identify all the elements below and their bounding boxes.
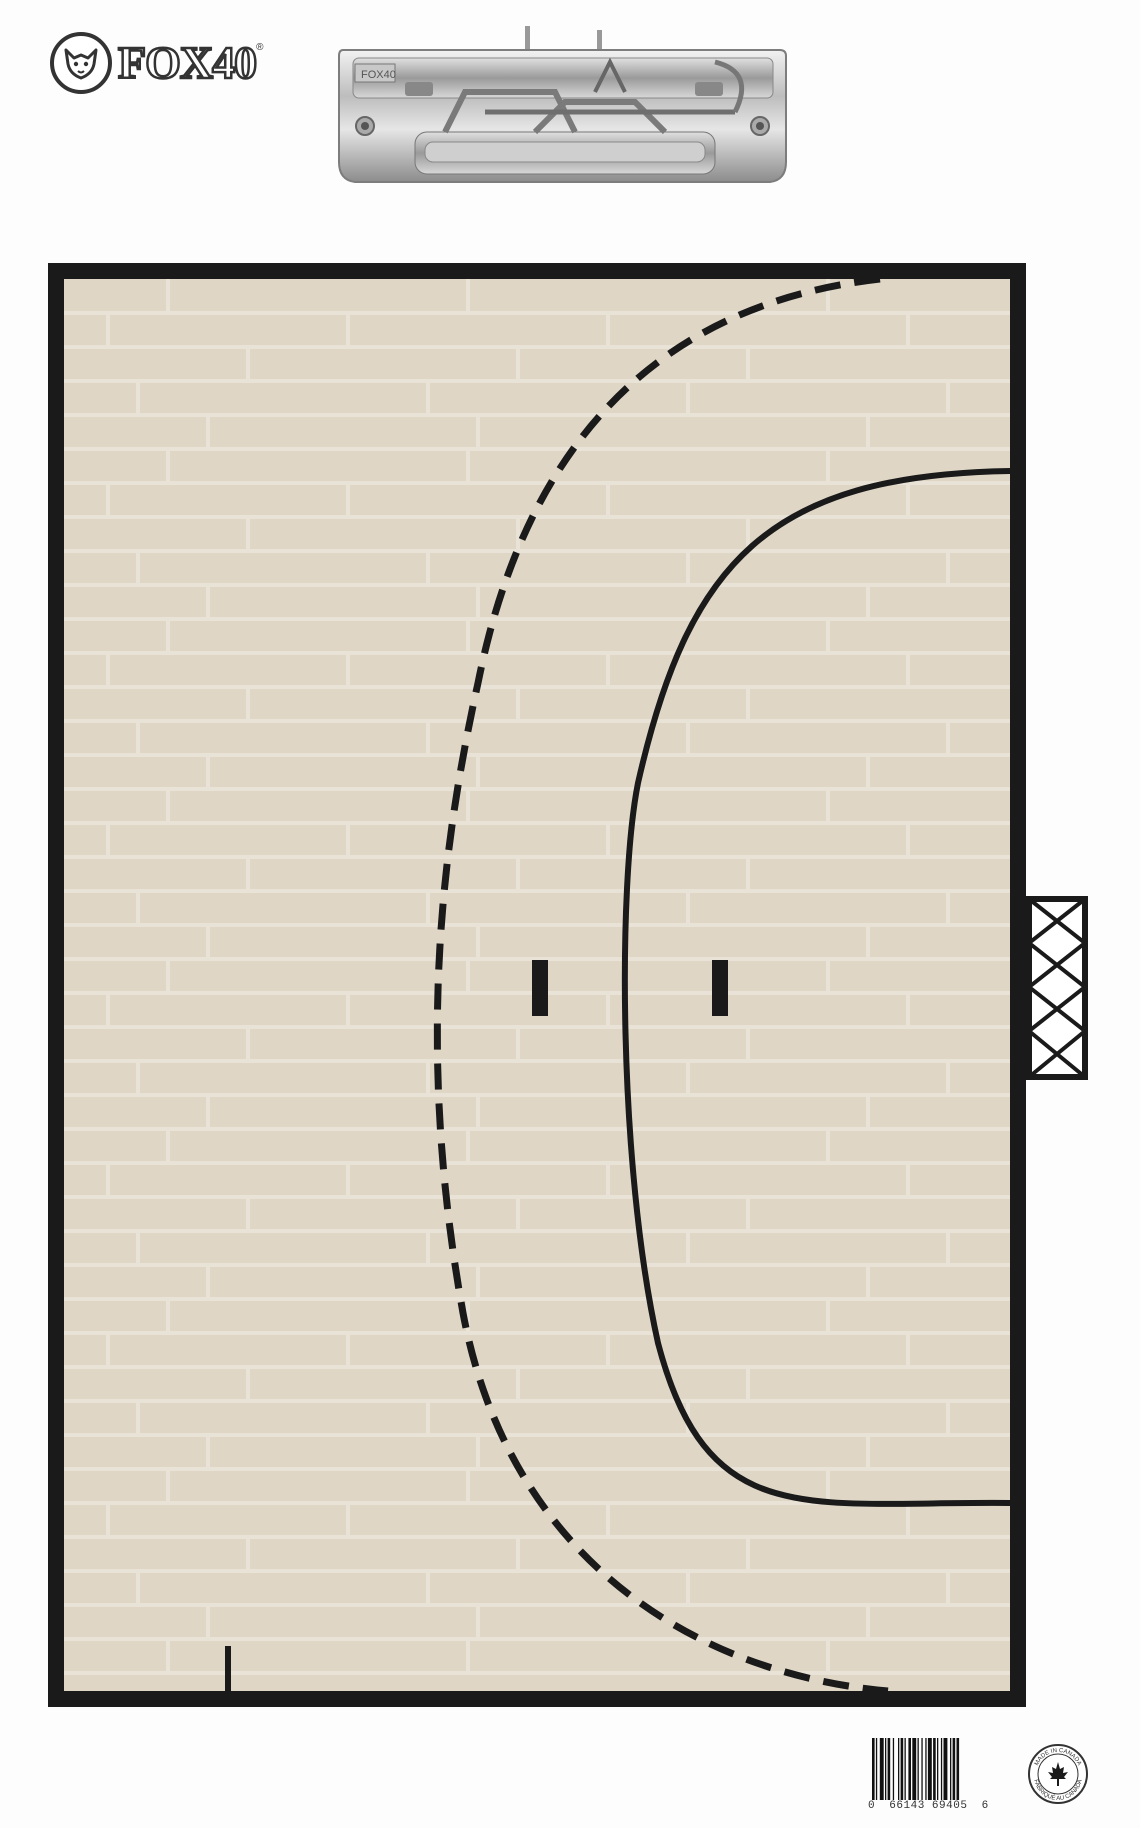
free-throw-line [433, 275, 889, 1695]
goal-area-line [621, 468, 1011, 1507]
handball-court[interactable] [48, 263, 1026, 1707]
clip-stamp: FOX40 [361, 69, 396, 81]
metal-clip[interactable]: FOX40 [335, 22, 790, 190]
seven-meter-mark [532, 960, 548, 1016]
brand-wordmark: FOX40 [117, 37, 259, 88]
made-in-canada-seal: MADE IN CANADA FABRIQUÉ AU CANADA [1028, 1744, 1088, 1804]
brand-logo: FOX40 ® [50, 28, 263, 98]
goal-net [1026, 896, 1088, 1080]
barcode [872, 1738, 960, 1800]
fox-head-icon [50, 32, 112, 94]
substitution-line [225, 1646, 231, 1691]
maple-leaf-icon [1048, 1762, 1068, 1786]
four-meter-mark [712, 960, 728, 1016]
barcode-digits: 0 66143 69405 6 [868, 1800, 989, 1812]
trademark-mark: ® [256, 42, 264, 53]
